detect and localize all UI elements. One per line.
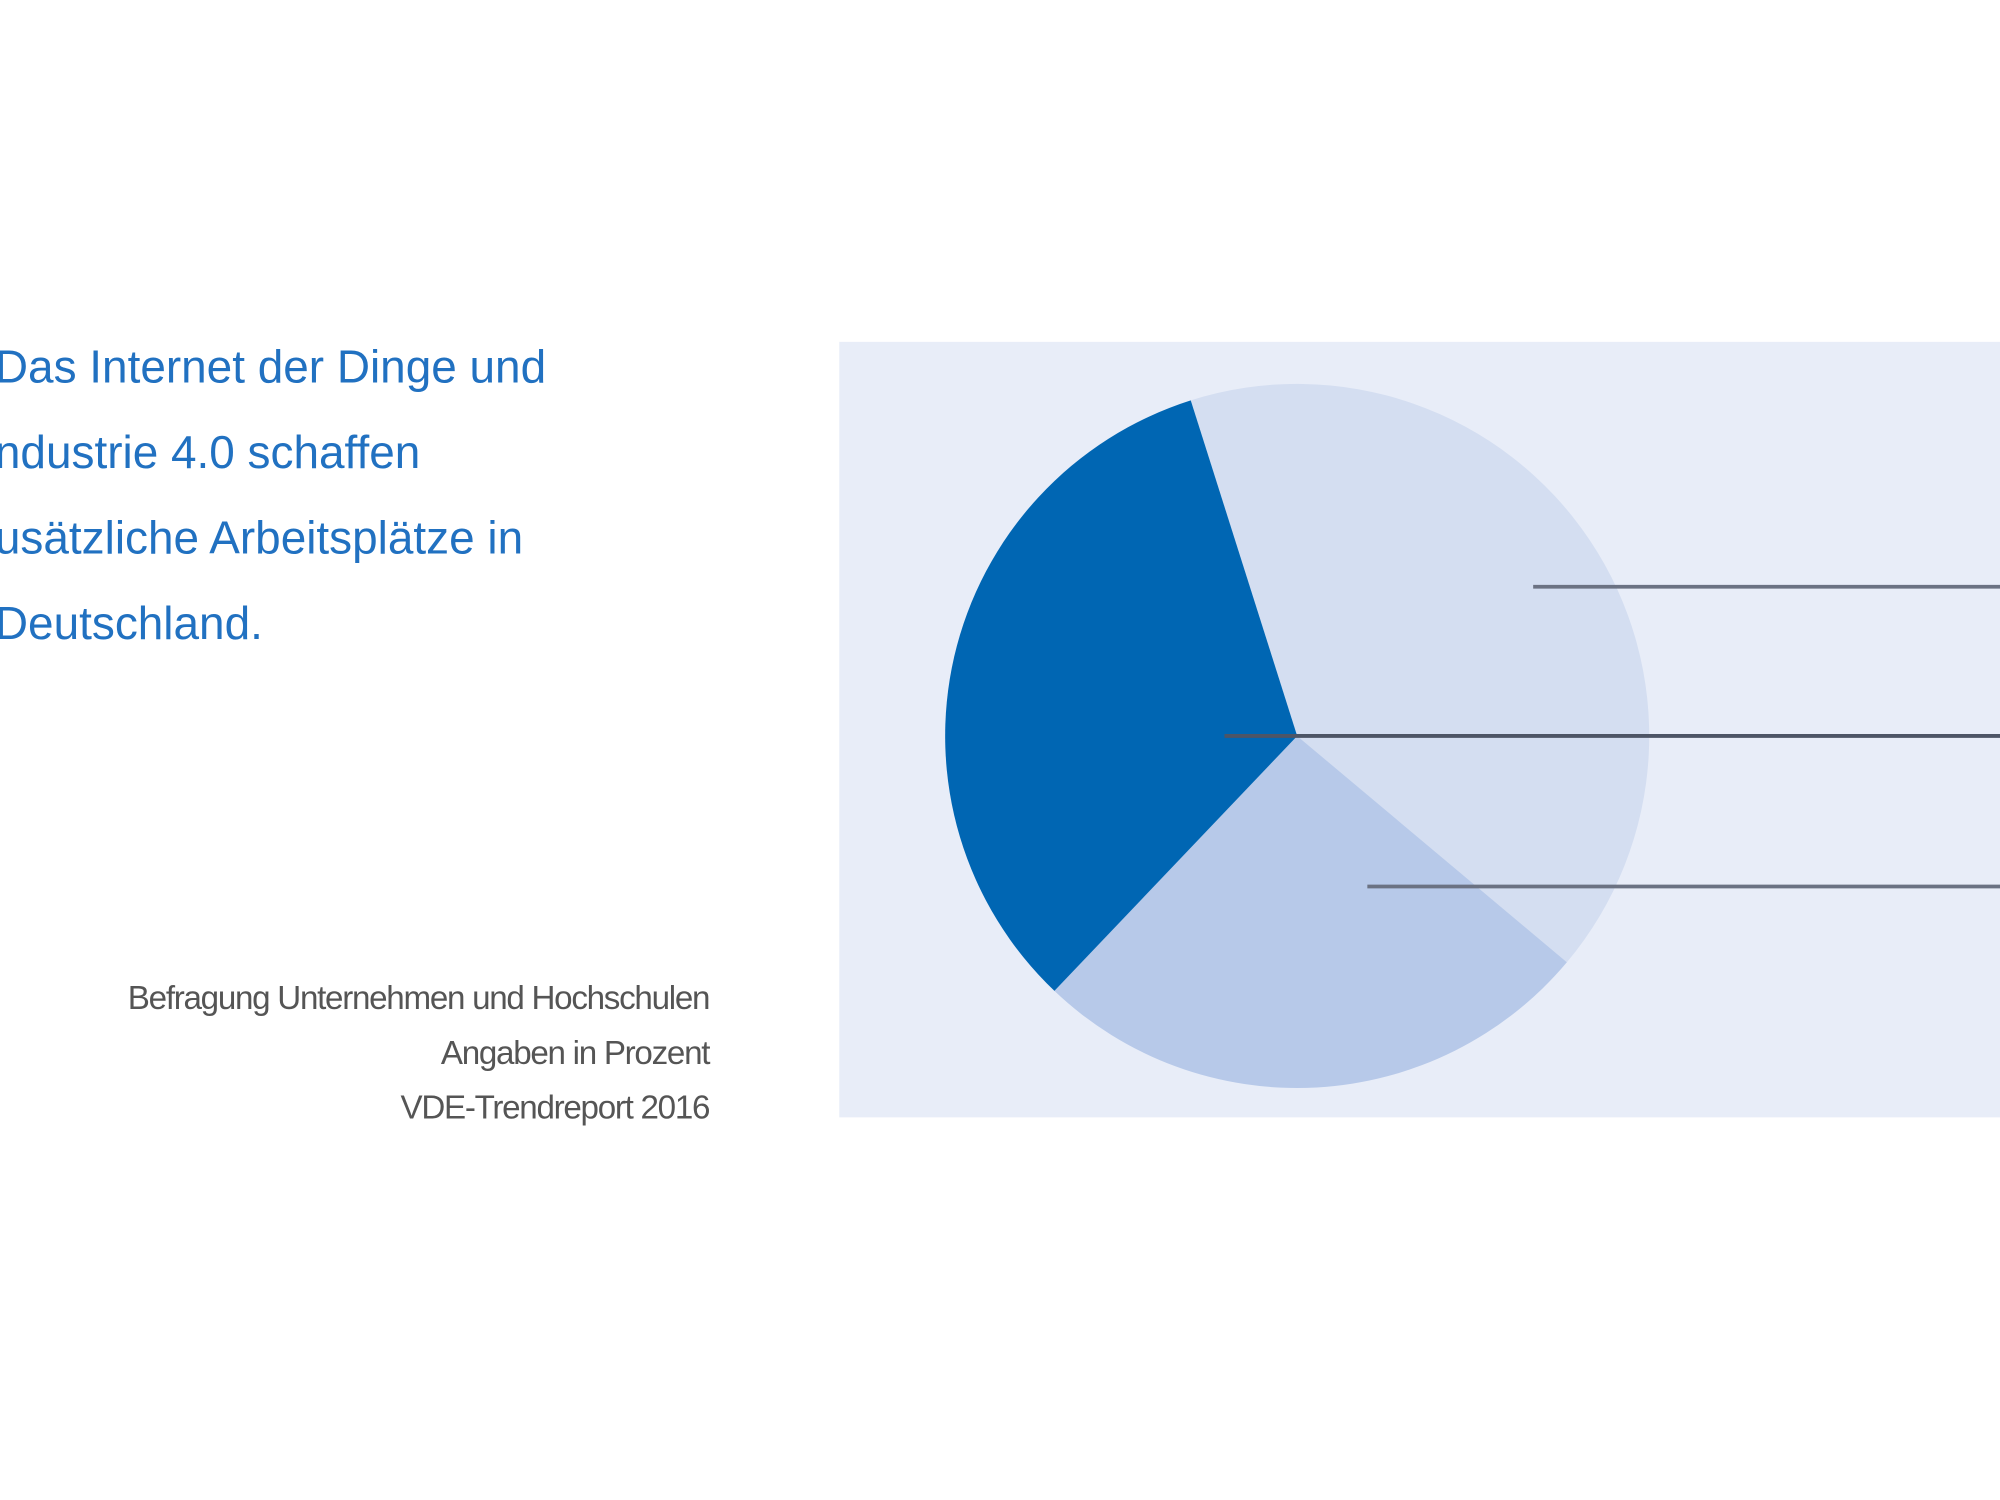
pie-slice (945, 400, 1298, 991)
pie (945, 383, 1650, 1089)
pie-slice (1190, 383, 1650, 963)
source-line: Angaben in Prozent (441, 1035, 710, 1072)
title-line: ndustrie 4.0 schaffen (0, 426, 420, 478)
pie-slice (1054, 735, 1567, 1089)
source-line: Befragung Unternehmen und Hochschulen (128, 980, 709, 1017)
title-block: Das Internet der Dinge und ndustrie 4.0 s… (0, 341, 546, 649)
source-line: VDE-Trendreport 2016 (400, 1090, 709, 1127)
title-line: Das Internet der Dinge und (0, 341, 546, 393)
title-line: usätzliche Arbeitsplätze in (0, 512, 523, 564)
source-block: Befragung Unternehmen und Hochschulen Ang… (128, 980, 712, 1127)
title-line: Deutschland. (0, 597, 263, 649)
